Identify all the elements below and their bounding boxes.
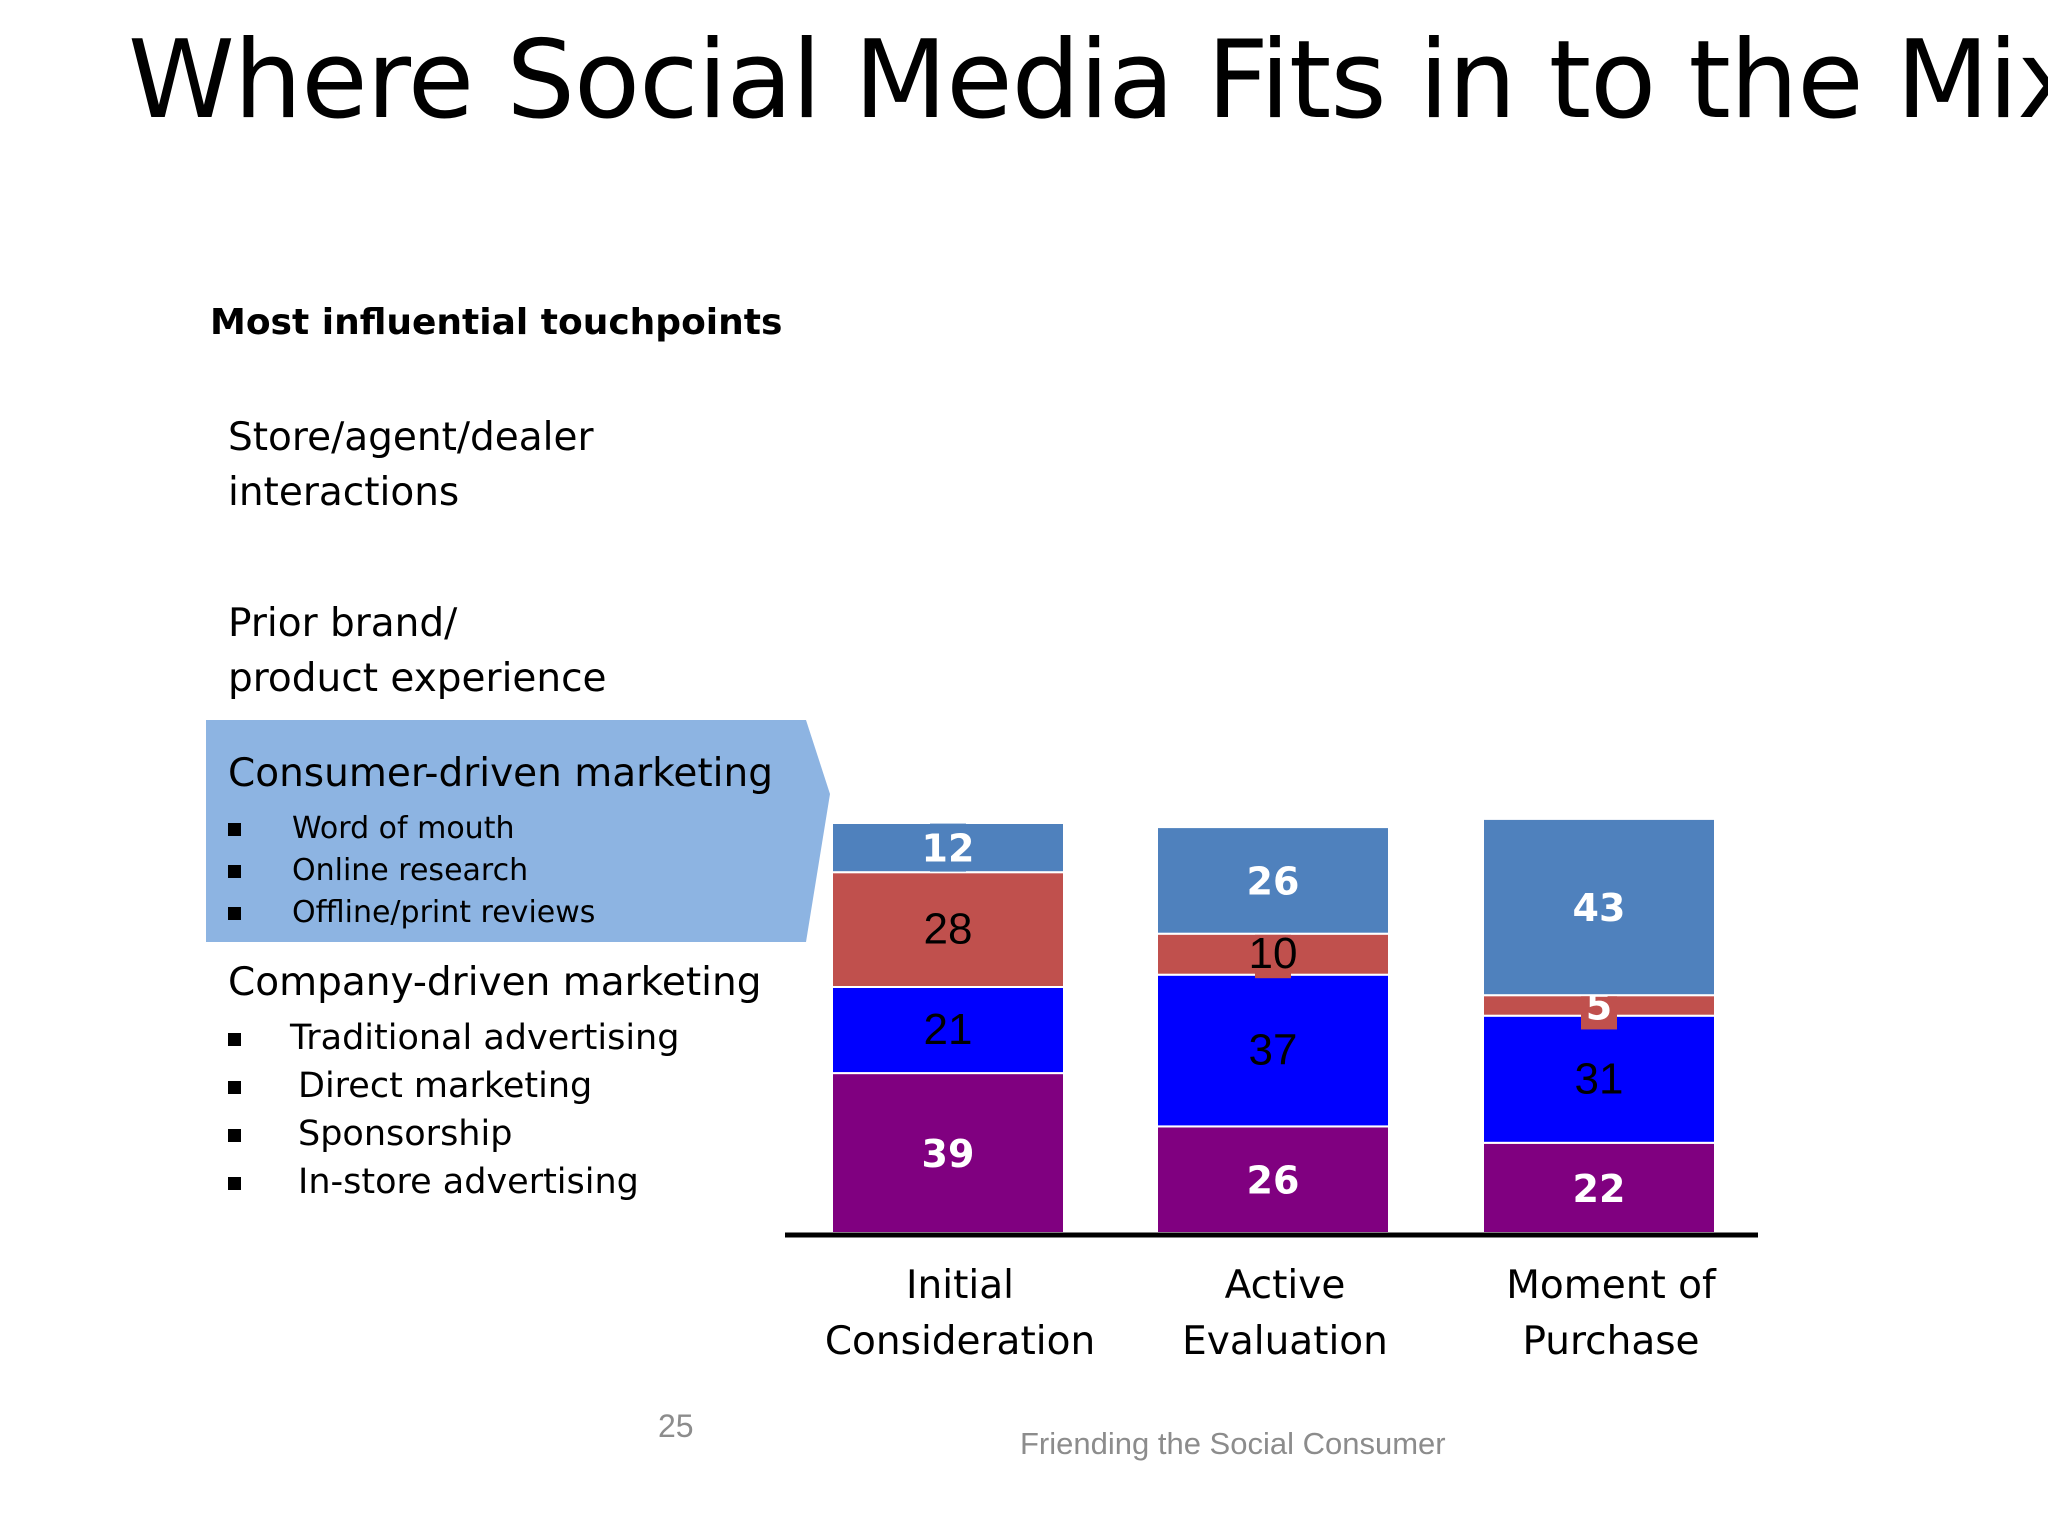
bullet-square-icon (228, 1176, 241, 1190)
category-company: Company-driven marketing (228, 955, 761, 1010)
company-bullet-list: Traditional advertising Direct marketing… (228, 1014, 679, 1206)
bullet-square-icon (228, 1032, 241, 1046)
bar-segment-consumer (831, 986, 1065, 1075)
consumer-bullet-text: Offline/print reviews (292, 895, 596, 930)
company-bullet-text: Sponsorship (298, 1114, 513, 1154)
data-label: 12 (922, 827, 975, 871)
bullet-square-icon (228, 1128, 241, 1142)
bullet-square-icon (228, 1080, 241, 1094)
list-item: Offline/print reviews (228, 892, 595, 934)
category-store: Store/agent/dealer interactions (228, 410, 594, 520)
x-tick-label: Moment of (1506, 1263, 1717, 1308)
category-prior-line-1: Prior brand/ (228, 601, 458, 646)
consumer-bullet-text: Word of mouth (292, 811, 515, 846)
bar-segment-company (1156, 1125, 1390, 1235)
bar-segment-store (1156, 826, 1390, 935)
data-label: 37 (1249, 1026, 1298, 1075)
x-tick-label: Active (1225, 1263, 1346, 1308)
bar-segment-company (831, 1072, 1065, 1234)
data-label-background (930, 823, 966, 872)
x-tick-label: Evaluation (1182, 1319, 1388, 1364)
data-label: 10 (1249, 929, 1298, 978)
list-item: Traditional advertising (228, 1014, 679, 1062)
footer-text: Friending the Social Consumer (1020, 1426, 1446, 1461)
category-consumer-label: Consumer-driven marketing (228, 751, 773, 796)
list-item: Online research (228, 850, 528, 892)
bar-segment-prior (831, 871, 1065, 989)
list-item: In-store advertising (228, 1158, 639, 1206)
data-label: 21 (924, 1005, 973, 1054)
category-prior: Prior brand/ product experience (228, 596, 607, 706)
consumer-bullet-list: Word of mouth Online research Offline/pr… (228, 808, 595, 934)
consumer-bullet-text: Online research (292, 853, 529, 888)
page-title: Where Social Media Fits in to the Mix (128, 18, 2048, 143)
x-tick-label: Purchase (1522, 1319, 1699, 1364)
consumer-highlight-arrow (206, 720, 830, 942)
company-bullet-text: Traditional advertising (290, 1018, 680, 1058)
data-label: 31 (1575, 1054, 1624, 1103)
consumer-highlight-shape (206, 720, 830, 942)
data-label-background (1255, 930, 1291, 979)
category-consumer: Consumer-driven marketing (228, 746, 773, 801)
data-label: 28 (924, 905, 973, 954)
category-store-line-2: interactions (228, 470, 460, 515)
category-prior-line-2: product experience (228, 656, 607, 701)
category-company-label: Company-driven marketing (228, 960, 762, 1005)
data-label: 26 (1247, 859, 1300, 903)
chart-title: Most influential touchpoints (210, 302, 783, 343)
x-tick-label: Initial (906, 1263, 1014, 1308)
data-label: 22 (1573, 1167, 1626, 1211)
company-bullet-text: In-store advertising (298, 1162, 639, 1202)
bar-segment-store (1482, 817, 1716, 997)
bullet-square-icon (228, 865, 241, 878)
bullet-square-icon (228, 823, 241, 836)
bullet-square-icon (228, 907, 241, 920)
company-bullet-text: Direct marketing (298, 1066, 593, 1106)
list-item: Word of mouth (228, 808, 514, 850)
bar-segment-consumer (1156, 973, 1390, 1128)
data-label: 39 (922, 1132, 975, 1176)
x-tick-label: Consideration (825, 1319, 1095, 1364)
bar-segment-consumer (1482, 1014, 1716, 1144)
page-number: 25 (658, 1408, 694, 1444)
category-store-line-1: Store/agent/dealer (228, 415, 594, 460)
list-item: Sponsorship (228, 1110, 512, 1158)
data-label: 26 (1247, 1159, 1300, 1203)
list-item: Direct marketing (228, 1062, 592, 1110)
data-label: 43 (1573, 886, 1626, 930)
